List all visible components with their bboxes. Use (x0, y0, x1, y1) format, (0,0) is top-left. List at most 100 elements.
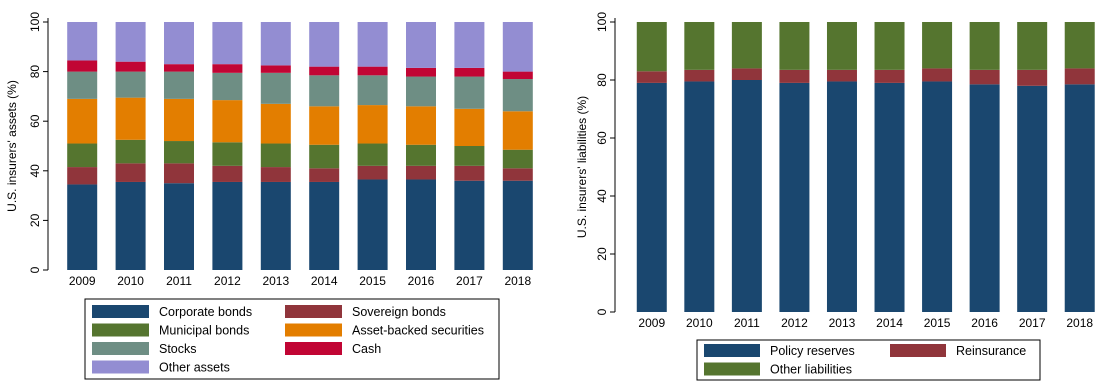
bar-other-assets-2014 (309, 22, 340, 67)
bar-reinsurance-2011 (731, 68, 762, 80)
bar-other-assets-2009 (67, 22, 98, 61)
x-tick-label: 2010 (117, 274, 144, 288)
bar-municipal-bonds-2017 (454, 146, 485, 166)
liability-composition-chart: 0 20 40 60 80 100 U.S. insurers' liabilities (… (575, 12, 1095, 381)
bar-reinsurance-2015 (922, 68, 953, 82)
legend-key-sovereign-bonds (285, 305, 342, 318)
bar-policy-reserves-2014 (874, 82, 905, 313)
bar-other-liabilities-2011 (731, 22, 762, 69)
y-tick-label: 0 (28, 266, 42, 273)
bar-corporate-bonds-2013 (260, 181, 291, 270)
x-tick-label: 2013 (829, 316, 856, 330)
legend-label-sovereign-bonds: Sovereign bonds (352, 305, 446, 319)
bar-reinsurance-2018 (1064, 68, 1095, 85)
x-tick-label: 2012 (781, 316, 808, 330)
bar-stocks-2015 (357, 75, 388, 106)
bar-other-liabilities-2009 (636, 22, 667, 72)
bar-corporate-bonds-2011 (164, 183, 194, 270)
bar-municipal-bonds-2012 (212, 142, 243, 166)
bar-sovereign-bonds-2013 (260, 167, 291, 182)
bar-stocks-2016 (406, 76, 436, 107)
x-tick-label: 2009 (69, 274, 96, 288)
legend-key-other-liabilities (704, 362, 760, 376)
bar-reinsurance-2016 (969, 69, 1000, 85)
y-tick-label: 80 (28, 65, 42, 79)
bar-stocks-2012 (212, 72, 243, 101)
bar-cash-2012 (212, 64, 243, 73)
legend-key-cash (285, 342, 342, 355)
x-tick-label: 2018 (1066, 316, 1093, 330)
bar-reinsurance-2014 (874, 69, 905, 83)
bar-other-assets-2010 (115, 22, 146, 62)
y-tick-label: 40 (28, 164, 42, 178)
y-axis-label: U.S. insurers' liabilities (%) (575, 96, 589, 238)
bar-policy-reserves-2010 (684, 81, 715, 312)
bar-corporate-bonds-2017 (454, 180, 485, 270)
bar-reinsurance-2017 (1017, 69, 1048, 86)
bar-asset-backed-securities-2017 (454, 108, 485, 146)
legend-key-reinsurance (890, 344, 946, 357)
x-tick-label: 2015 (359, 274, 386, 288)
bar-cash-2018 (502, 71, 533, 80)
x-tick-label: 2016 (971, 316, 998, 330)
asset-composition-chart: 0 20 40 60 80 100 U.S. insurers' assets (%) 200… (5, 12, 533, 380)
y-tick-label: 100 (28, 12, 42, 32)
bar-corporate-bonds-2014 (309, 181, 340, 270)
bar-reinsurance-2009 (636, 71, 667, 83)
bar-municipal-bonds-2011 (164, 141, 194, 164)
y-tick-label: 60 (28, 114, 42, 128)
bar-other-assets-2013 (260, 22, 291, 66)
legend-label-reinsurance: Reinsurance (956, 344, 1026, 358)
bar-municipal-bonds-2016 (406, 144, 436, 166)
legend-key-stocks (92, 342, 149, 355)
y-tick-label: 0 (595, 308, 609, 315)
bar-cash-2017 (454, 67, 485, 77)
x-tick-label: 2009 (638, 316, 665, 330)
x-tick-label: 2012 (214, 274, 241, 288)
bar-asset-backed-securities-2011 (164, 98, 194, 142)
bar-policy-reserves-2012 (779, 82, 810, 313)
bar-other-liabilities-2013 (826, 22, 857, 70)
bar-asset-backed-securities-2016 (406, 106, 436, 145)
x-tick-label: 2018 (504, 274, 531, 288)
bar-stocks-2017 (454, 76, 485, 109)
bar-stocks-2010 (115, 71, 146, 98)
legend: Policy reserves Reinsurance Other liabilit… (696, 339, 1041, 381)
bar-cash-2015 (357, 66, 388, 76)
bar-cash-2010 (115, 61, 146, 72)
bar-municipal-bonds-2018 (502, 149, 533, 169)
bar-stocks-2011 (164, 71, 194, 99)
bar-reinsurance-2012 (779, 69, 810, 83)
bar-corporate-bonds-2015 (357, 179, 388, 270)
x-tick-label: 2014 (311, 274, 338, 288)
bar-other-liabilities-2018 (1064, 22, 1095, 69)
bar-other-assets-2012 (212, 22, 243, 65)
bar-asset-backed-securities-2018 (502, 111, 533, 150)
bar-other-assets-2018 (502, 22, 533, 72)
bar-other-liabilities-2015 (922, 22, 953, 69)
bar-corporate-bonds-2018 (502, 180, 533, 270)
bar-sovereign-bonds-2012 (212, 165, 243, 182)
bar-corporate-bonds-2016 (406, 179, 436, 270)
bar-stocks-2014 (309, 75, 340, 107)
bar-reinsurance-2013 (826, 69, 857, 82)
bar-sovereign-bonds-2017 (454, 165, 485, 181)
bar-stocks-2013 (260, 72, 291, 104)
x-tick-label: 2016 (408, 274, 435, 288)
bar-asset-backed-securities-2014 (309, 106, 340, 145)
y-tick-label: 20 (28, 213, 42, 227)
y-tick-label: 60 (595, 131, 609, 145)
bar-municipal-bonds-2015 (357, 143, 388, 166)
legend-key-asset-backed-securities (285, 323, 342, 337)
x-tick-label: 2017 (1019, 316, 1046, 330)
y-tick-label: 80 (595, 73, 609, 87)
bar-asset-backed-securities-2010 (115, 97, 146, 140)
bar-stocks-2009 (67, 71, 98, 99)
bar-municipal-bonds-2009 (67, 143, 98, 168)
y-tick-label: 100 (595, 12, 609, 32)
bar-other-assets-2017 (454, 22, 485, 68)
bar-sovereign-bonds-2014 (309, 168, 340, 182)
bar-municipal-bonds-2013 (260, 143, 291, 168)
legend-label-stocks: Stocks (159, 342, 197, 356)
bar-municipal-bonds-2014 (309, 144, 340, 169)
